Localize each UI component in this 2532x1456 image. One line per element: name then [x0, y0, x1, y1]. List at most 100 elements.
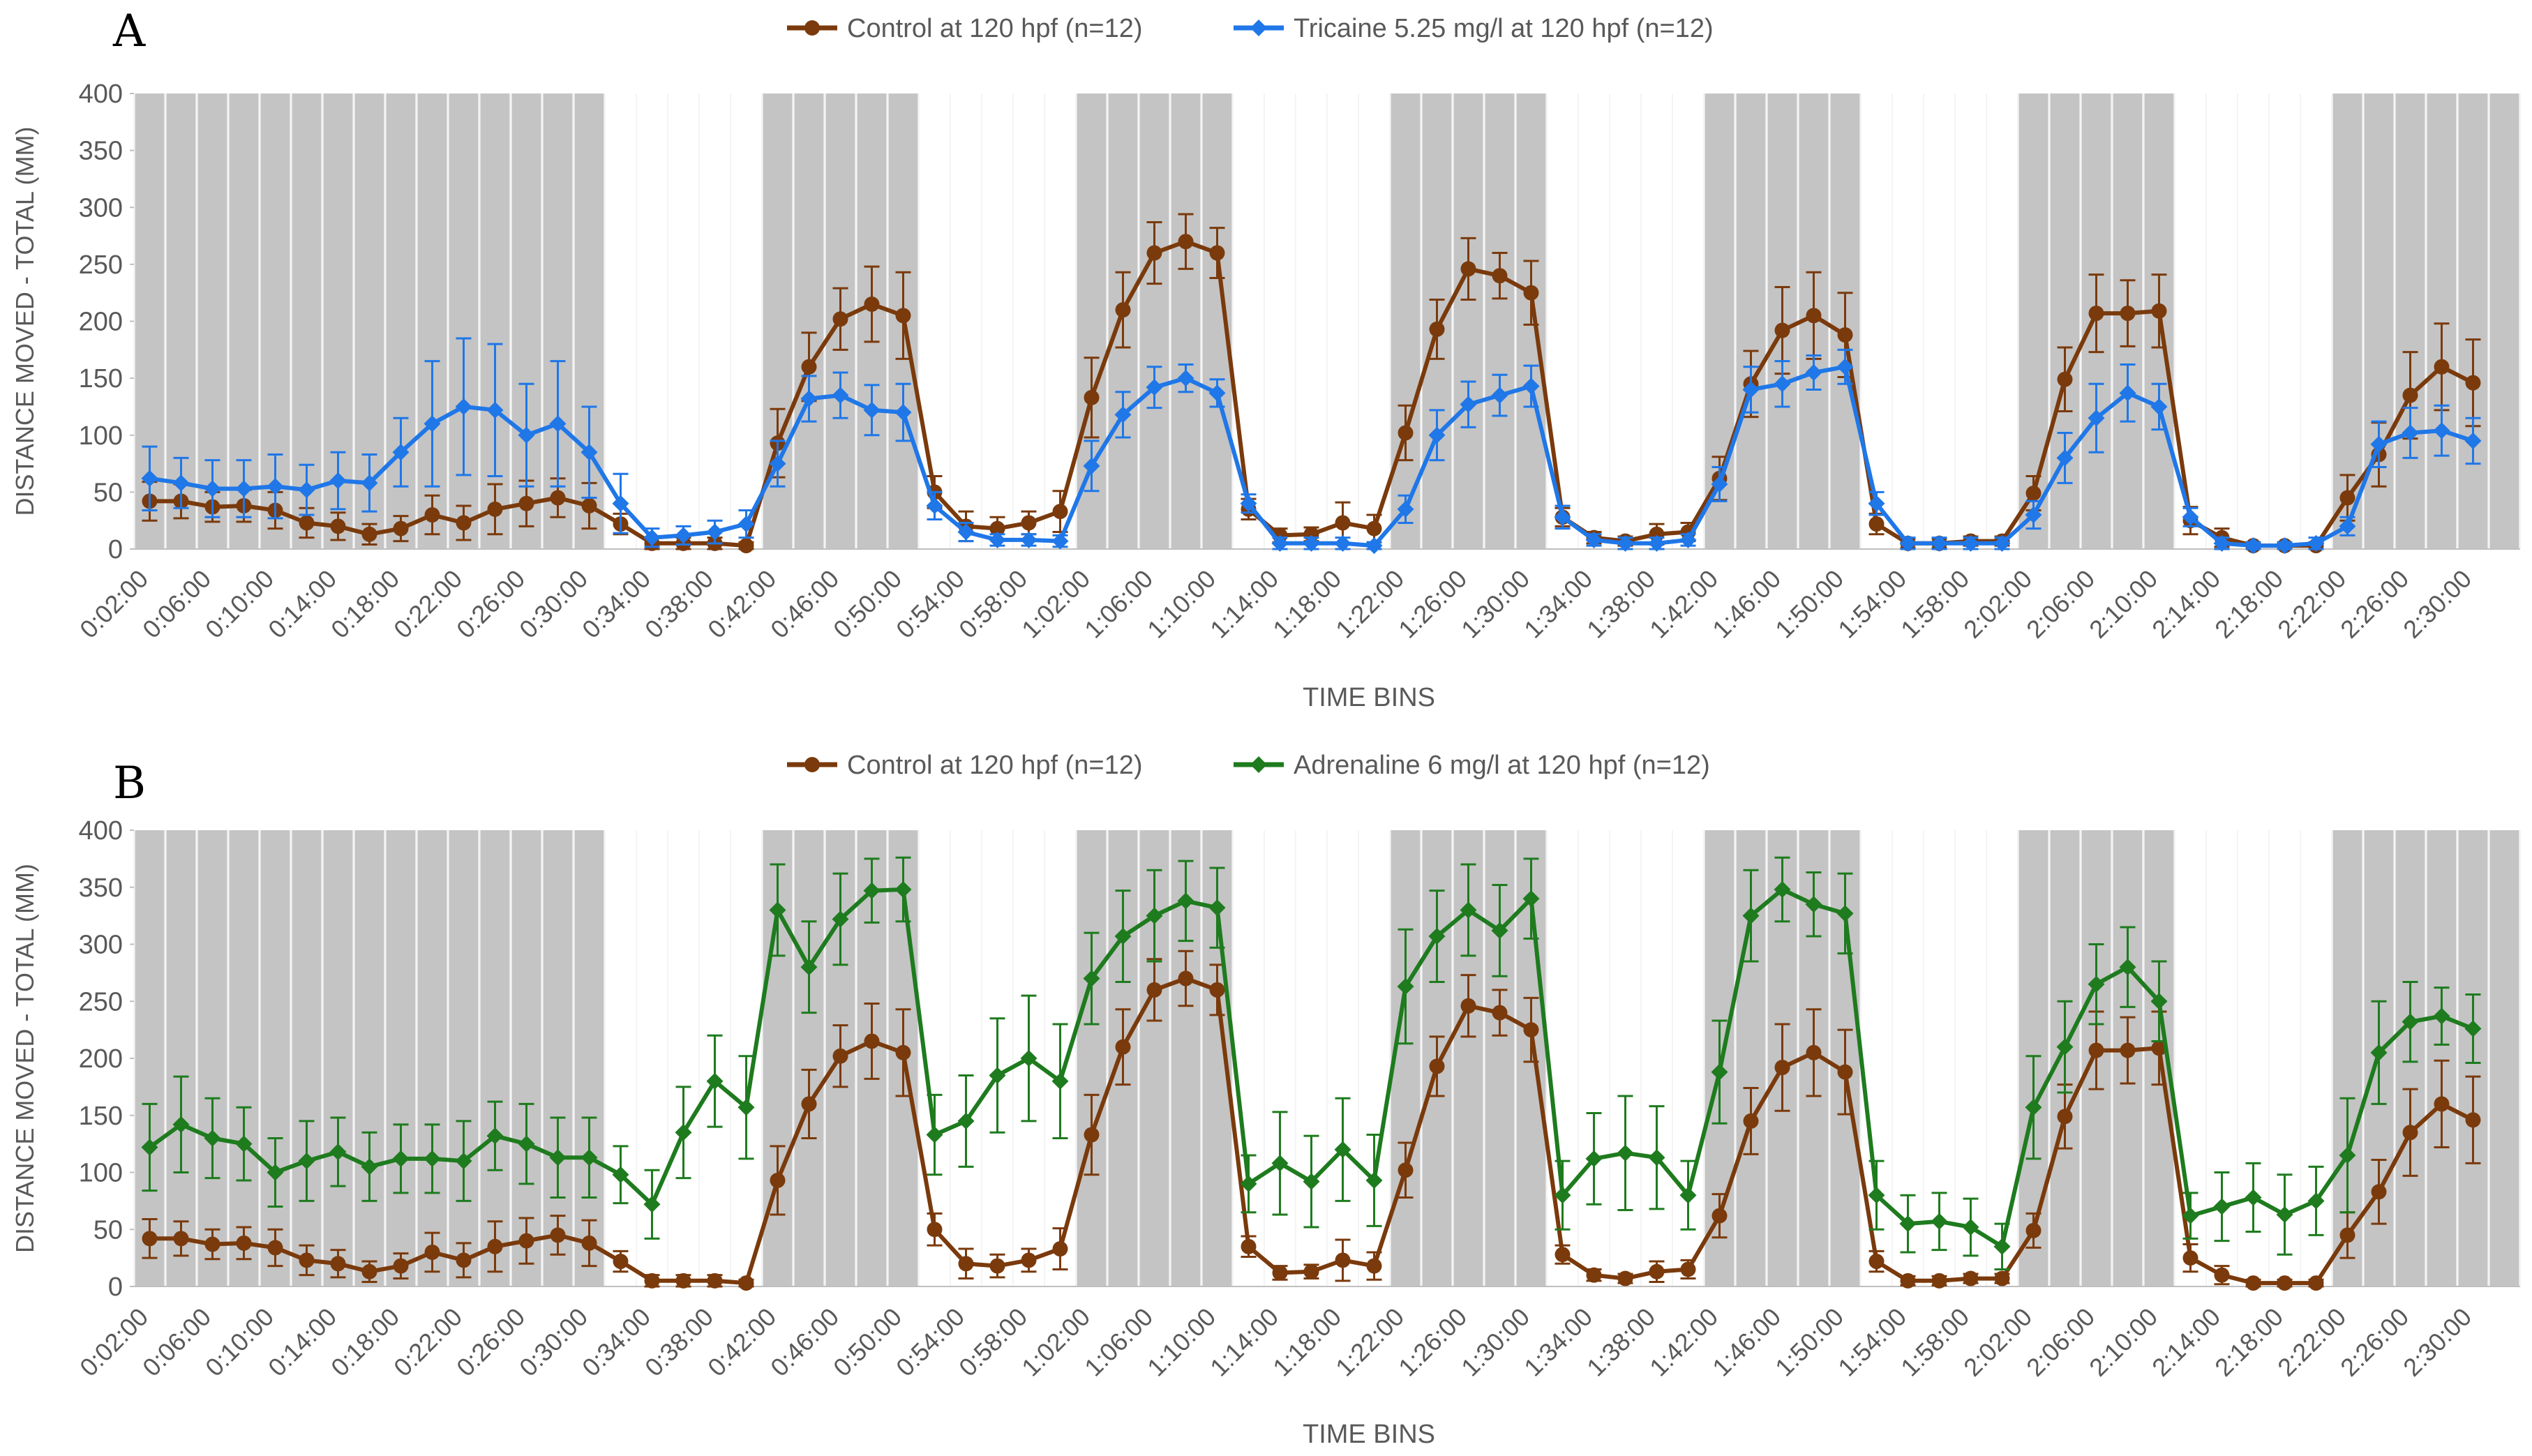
x-tick-label: 1:30:00: [1455, 1303, 1535, 1382]
x-tick-label: 1:02:00: [1016, 564, 1095, 644]
data-point: [1491, 922, 1508, 939]
data-point: [2150, 993, 2168, 1010]
data-point: [298, 1153, 315, 1170]
data-point: [2371, 1184, 2387, 1200]
data-point: [1240, 1175, 1257, 1192]
data-point: [612, 495, 629, 512]
data-point: [2465, 1112, 2481, 1128]
data-point: [1398, 425, 1414, 441]
data-point: [329, 1143, 347, 1161]
data-point: [737, 1099, 755, 1116]
data-point: [455, 398, 472, 415]
x-tick-label: 0:18:00: [325, 1303, 405, 1382]
y-tick-label: 50: [93, 478, 123, 507]
data-point: [989, 531, 1006, 548]
data-point: [801, 1096, 817, 1112]
x-tick-label: 1:14:00: [1204, 564, 1284, 644]
data-point: [1146, 379, 1163, 396]
data-point: [1868, 1254, 1885, 1270]
data-point: [1617, 1144, 1634, 1162]
data-point: [361, 526, 377, 542]
data-point: [1899, 534, 1917, 552]
data-point: [769, 455, 786, 472]
x-tick-label: 0:06:00: [137, 564, 216, 644]
data-point: [1115, 302, 1131, 318]
data-point: [926, 1126, 943, 1143]
data-point: [1523, 1022, 1539, 1038]
data-point: [1648, 1149, 1665, 1166]
data-point: [1806, 1044, 1822, 1060]
data-point: [204, 1129, 221, 1147]
data-point: [1177, 892, 1194, 910]
x-tick-label: 2:18:00: [2209, 564, 2288, 644]
x-tick-label: 1:22:00: [1330, 1303, 1409, 1382]
data-point: [361, 1263, 377, 1279]
data-point: [1429, 321, 1445, 337]
data-point: [2245, 1275, 2261, 1291]
data-point: [2339, 518, 2356, 535]
data-point: [1962, 1218, 1979, 1236]
data-point: [2057, 371, 2073, 387]
data-point: [456, 1252, 472, 1268]
data-point: [2339, 1146, 2356, 1164]
x-tick-label: 0:38:00: [639, 1303, 719, 1382]
data-point: [1900, 1273, 1916, 1289]
data-point: [1931, 1213, 1948, 1230]
data-point: [2308, 1275, 2324, 1291]
data-point: [2025, 486, 2042, 502]
data-point: [2025, 506, 2042, 524]
x-tick-label: 0:42:00: [702, 564, 781, 644]
data-point: [1993, 534, 2011, 552]
legend-label: Control at 120 hpf (n=12): [847, 14, 1143, 43]
data-point: [1742, 907, 1760, 924]
data-point: [518, 426, 535, 444]
y-tick-label: 400: [79, 816, 123, 846]
x-tick-label: 0:46:00: [765, 1303, 844, 1382]
data-point: [801, 359, 817, 375]
data-point: [863, 401, 881, 419]
data-point: [424, 415, 441, 433]
data-point: [518, 495, 534, 511]
data-point: [2339, 1227, 2355, 1243]
data-point: [581, 1235, 597, 1251]
data-point: [2056, 1038, 2074, 1056]
data-point: [1146, 907, 1163, 924]
data-point: [832, 311, 848, 327]
x-tick-label: 2:06:00: [2021, 1303, 2100, 1382]
data-point: [2182, 1207, 2199, 1224]
x-tick-label: 1:54:00: [1832, 1303, 1912, 1382]
data-point: [1334, 534, 1351, 552]
data-point: [142, 1231, 158, 1247]
data-point: [1052, 504, 1068, 520]
data-point: [1649, 1263, 1665, 1279]
x-tick-label: 1:10:00: [1141, 1303, 1221, 1382]
x-axis-title: TIME BINS: [1303, 1420, 1435, 1449]
panel-label-b: B: [113, 758, 147, 809]
x-tick-label: 2:10:00: [2083, 564, 2163, 644]
y-tick-label: 50: [93, 1215, 123, 1245]
data-point: [832, 1048, 848, 1064]
data-point: [675, 1273, 691, 1289]
x-tick-label: 2:30:00: [2397, 1303, 2477, 1382]
data-point: [612, 1166, 629, 1183]
data-point: [204, 480, 221, 497]
legend-marker: [1250, 20, 1267, 36]
data-point: [1397, 977, 1414, 995]
data-point: [1178, 970, 1194, 986]
data-point: [2119, 384, 2136, 402]
x-tick-label: 2:06:00: [2021, 564, 2100, 644]
data-point: [864, 1033, 880, 1049]
x-tick-label: 2:02:00: [1958, 564, 2037, 644]
data-point: [1084, 389, 1100, 405]
x-tick-label: 0:02:00: [74, 1303, 153, 1382]
x-tick-label: 2:14:00: [2146, 1303, 2226, 1382]
data-point: [392, 444, 410, 461]
data-point: [1962, 534, 1979, 552]
x-tick-label: 0:58:00: [953, 1303, 1033, 1382]
data-point: [895, 1044, 911, 1060]
data-point: [1460, 901, 1477, 919]
data-point: [1993, 1238, 2011, 1255]
data-point: [2088, 975, 2105, 993]
data-point: [2464, 432, 2482, 449]
